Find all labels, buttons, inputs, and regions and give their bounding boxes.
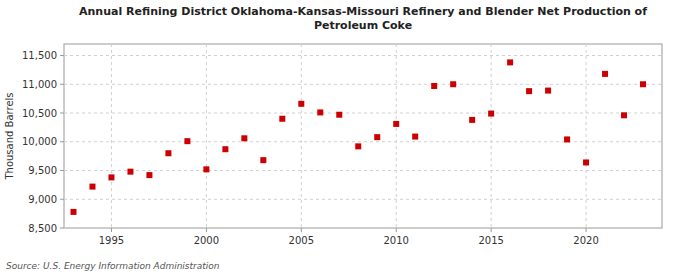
grid bbox=[64, 44, 662, 228]
page: {"chart_data": {"type": "scatter", "titl… bbox=[0, 0, 675, 275]
point bbox=[298, 101, 304, 107]
y-grid-line bbox=[64, 141, 662, 142]
title-line: Annual Refining District Oklahoma-Kansas… bbox=[79, 5, 647, 18]
x-grid-line bbox=[111, 44, 112, 228]
point bbox=[260, 157, 266, 163]
x-grid-line bbox=[586, 44, 587, 228]
x-tick bbox=[206, 228, 207, 232]
y-grid-line bbox=[64, 84, 662, 85]
x-grid-line bbox=[396, 44, 397, 228]
y-tick bbox=[60, 170, 64, 171]
x-tick bbox=[396, 228, 397, 232]
point bbox=[602, 71, 608, 77]
point bbox=[336, 112, 342, 118]
x-tick bbox=[301, 228, 302, 232]
chart-svg: Annual Refining District Oklahoma-Kansas… bbox=[0, 0, 675, 275]
point bbox=[184, 138, 190, 144]
x-tick bbox=[586, 228, 587, 232]
point bbox=[70, 209, 76, 215]
point bbox=[640, 81, 646, 87]
point bbox=[165, 150, 171, 156]
point bbox=[450, 81, 456, 87]
y-grid-line bbox=[64, 170, 662, 171]
y-grid-line bbox=[64, 113, 662, 114]
source-note: Source: U.S. Energy Information Administ… bbox=[6, 261, 220, 271]
point bbox=[469, 117, 475, 123]
y-grid-line bbox=[64, 199, 662, 200]
chart-container: Annual Refining District Oklahoma-Kansas… bbox=[0, 0, 675, 275]
points bbox=[70, 59, 646, 215]
x-grid-line bbox=[301, 44, 302, 228]
y-tick-label: 9,000 bbox=[28, 194, 57, 205]
point bbox=[621, 112, 627, 118]
y-tick bbox=[60, 113, 64, 114]
y-tick-label: 8,500 bbox=[28, 223, 57, 234]
x-tick bbox=[491, 228, 492, 232]
point bbox=[241, 135, 247, 141]
point bbox=[545, 88, 551, 94]
point bbox=[146, 172, 152, 178]
point bbox=[279, 116, 285, 122]
point bbox=[583, 159, 589, 165]
y-tick bbox=[60, 141, 64, 142]
point bbox=[127, 169, 133, 175]
y-grid-line bbox=[64, 228, 662, 229]
point bbox=[564, 136, 570, 142]
point bbox=[108, 174, 114, 180]
title: Annual Refining District Oklahoma-Kansas… bbox=[79, 5, 647, 32]
x-tick-label: 2010 bbox=[383, 235, 408, 246]
x-grid-line bbox=[206, 44, 207, 228]
x-tick-label: 2000 bbox=[194, 235, 219, 246]
y-tick bbox=[60, 55, 64, 56]
y-tick bbox=[60, 228, 64, 229]
point bbox=[393, 121, 399, 127]
x-grid-line bbox=[491, 44, 492, 228]
point bbox=[374, 134, 380, 140]
y-tick-label: 11,000 bbox=[22, 79, 57, 90]
point bbox=[355, 143, 361, 149]
x-tick-label: 2015 bbox=[478, 235, 503, 246]
point bbox=[203, 166, 209, 172]
y-tick-label: 9,500 bbox=[28, 165, 57, 176]
y-grid-line bbox=[64, 55, 662, 56]
point bbox=[488, 111, 494, 117]
point bbox=[431, 83, 437, 89]
x-tick bbox=[111, 228, 112, 232]
x-tick-label: 2005 bbox=[289, 235, 314, 246]
point bbox=[317, 109, 323, 115]
x-tick-label: 2020 bbox=[573, 235, 598, 246]
y-tick-label: 10,000 bbox=[22, 136, 57, 147]
title-line: Petroleum Coke bbox=[314, 19, 412, 32]
y-axis-label: Thousand Barrels bbox=[4, 92, 15, 180]
x-tick-label: 1995 bbox=[99, 235, 124, 246]
plot-frame bbox=[64, 44, 662, 228]
y-tick bbox=[60, 199, 64, 200]
point bbox=[507, 59, 513, 65]
y-tick bbox=[60, 84, 64, 85]
point bbox=[222, 146, 228, 152]
point bbox=[89, 184, 95, 190]
y-tick-label: 11,500 bbox=[22, 50, 57, 61]
point bbox=[412, 134, 418, 140]
point bbox=[526, 88, 532, 94]
y-tick-label: 10,500 bbox=[22, 108, 57, 119]
